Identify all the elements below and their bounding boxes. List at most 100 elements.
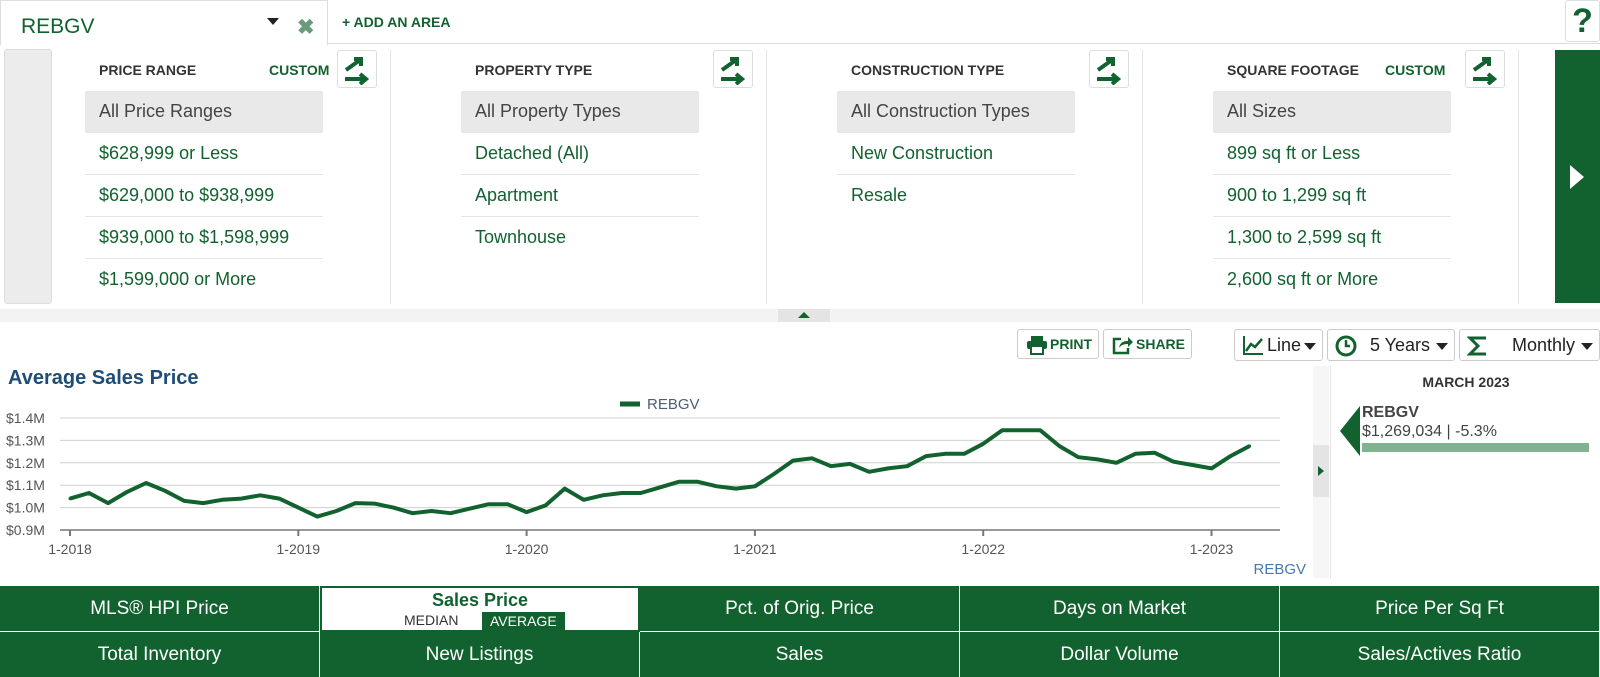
metric-label: Sales Price: [431, 590, 529, 610]
filter-title: CONSTRUCTION TYPE: [851, 62, 1005, 78]
compare-construction-button[interactable]: [1089, 50, 1129, 88]
filter-title: PRICE RANGE: [99, 62, 197, 78]
clock-icon: [1335, 335, 1357, 357]
average-toggle[interactable]: AVERAGE: [482, 612, 565, 630]
source-label: REBGV: [1253, 561, 1306, 578]
filter-panel-next-button[interactable]: [1555, 50, 1600, 303]
summary-bar: [1362, 443, 1589, 452]
data-point: [867, 470, 871, 474]
filter-option[interactable]: Resale: [851, 185, 908, 205]
summary-area: REBGV: [1362, 404, 1419, 421]
metric-dollar-volume[interactable]: Dollar Volume: [960, 632, 1280, 677]
filter-option[interactable]: 1,300 to 2,599 sq ft: [1213, 217, 1451, 259]
filter-option[interactable]: $628,999 or Less: [85, 133, 323, 175]
data-point: [791, 459, 795, 463]
metric-new-listings[interactable]: New Listings: [320, 632, 640, 677]
filter-option[interactable]: $1,599,000 or More: [99, 269, 257, 289]
y-tick-label: $0.9M: [6, 522, 45, 538]
compare-price-button[interactable]: [337, 50, 377, 88]
y-tick-label: $1.1M: [6, 477, 45, 493]
filter-option[interactable]: Townhouse: [475, 227, 567, 247]
data-point: [1076, 455, 1080, 459]
data-point: [201, 501, 205, 505]
add-area-button[interactable]: + ADD AN AREA: [342, 14, 451, 30]
chevron-right-icon[interactable]: [1313, 445, 1329, 497]
filter-option[interactable]: 900 to 1,299 sq ft: [1213, 175, 1451, 217]
data-point: [829, 464, 833, 468]
x-tick-label: 1-2019: [277, 541, 321, 557]
filter-option[interactable]: $629,000 to $938,999: [85, 175, 323, 217]
summary-value: $1,269,034 | -5.3%: [1362, 423, 1497, 440]
filter-option[interactable]: All Price Ranges: [85, 91, 323, 133]
median-toggle[interactable]: MEDIAN: [404, 612, 459, 628]
side-panel-toggle: [1313, 366, 1329, 578]
filter-collapse-bar: [0, 309, 1600, 322]
close-area-icon[interactable]: ✖: [297, 16, 315, 39]
filter-column-divider: [1518, 50, 1519, 304]
collapse-toggle-icon[interactable]: [778, 309, 830, 322]
area-dropdown-icon[interactable]: [267, 18, 279, 25]
metric-days-on-market[interactable]: Days on Market: [960, 586, 1280, 632]
metric-pct-orig-price[interactable]: Pct. of Orig. Price: [640, 586, 960, 632]
data-point: [1114, 461, 1118, 465]
time-range-select[interactable]: 5 Years: [1327, 329, 1455, 361]
filter-option[interactable]: All Property Types: [461, 91, 699, 133]
metric-price-per-sqft[interactable]: Price Per Sq Ft: [1280, 586, 1600, 632]
data-point: [1095, 457, 1099, 461]
data-point: [410, 511, 414, 515]
data-point: [429, 509, 433, 513]
print-button[interactable]: PRINT: [1017, 329, 1099, 359]
data-point: [163, 489, 167, 493]
data-point: [658, 485, 662, 489]
help-button[interactable]: ?: [1565, 0, 1600, 42]
metric-sales[interactable]: Sales: [640, 632, 960, 677]
compare-property-button[interactable]: [713, 50, 753, 88]
area-tab[interactable]: REBGV ✖: [0, 0, 328, 45]
construction-type-list: All Construction Types New Construction …: [837, 91, 1075, 217]
filter-column-divider: [1142, 50, 1143, 304]
filter-option[interactable]: Detached (All): [461, 133, 699, 175]
data-point: [1229, 454, 1233, 458]
x-tick-label: 1-2018: [48, 541, 92, 557]
data-point: [677, 480, 681, 484]
filter-option[interactable]: 899 sq ft or Less: [1213, 133, 1451, 175]
filter-option[interactable]: Apartment: [461, 175, 699, 217]
data-point: [601, 493, 605, 497]
data-point: [639, 491, 643, 495]
metric-total-inventory[interactable]: Total Inventory: [0, 632, 320, 677]
data-point: [106, 501, 110, 505]
y-tick-label: $1.0M: [6, 500, 45, 516]
data-point: [391, 506, 395, 510]
data-point: [506, 502, 510, 506]
data-point: [220, 498, 224, 502]
metric-sales-price[interactable]: Sales Price MEDIAN AVERAGE: [320, 586, 640, 632]
data-point: [258, 493, 262, 497]
interval-value: Monthly: [1512, 335, 1576, 355]
interval-select[interactable]: Monthly: [1459, 329, 1600, 361]
filter-option[interactable]: All Construction Types: [837, 91, 1075, 133]
custom-size-link[interactable]: CUSTOM: [1385, 62, 1446, 78]
filter-option[interactable]: $939,000 to $1,598,999: [85, 217, 323, 259]
data-point: [182, 499, 186, 503]
share-button[interactable]: SHARE: [1103, 329, 1192, 359]
data-point: [696, 480, 700, 484]
data-point: [277, 497, 281, 501]
data-point: [981, 442, 985, 446]
metric-sales-actives-ratio[interactable]: Sales/Actives Ratio: [1280, 632, 1600, 677]
data-point: [848, 462, 852, 466]
filter-panel-left-handle[interactable]: [4, 49, 52, 304]
filter-option[interactable]: 2,600 sq ft or More: [1227, 269, 1379, 289]
filter-option[interactable]: New Construction: [837, 133, 1075, 175]
data-point: [1133, 452, 1137, 456]
metric-hpi-price[interactable]: MLS® HPI Price: [0, 586, 320, 632]
compare-size-button[interactable]: [1465, 50, 1505, 88]
pointer-icon: [1340, 406, 1360, 456]
filter-column-divider: [766, 50, 767, 304]
custom-price-link[interactable]: CUSTOM: [269, 62, 330, 78]
data-point: [144, 481, 148, 485]
sigma-icon: [1467, 336, 1486, 356]
data-point: [1248, 444, 1252, 448]
chart-type-select[interactable]: Line: [1234, 329, 1323, 361]
filter-option[interactable]: All Sizes: [1213, 91, 1451, 133]
